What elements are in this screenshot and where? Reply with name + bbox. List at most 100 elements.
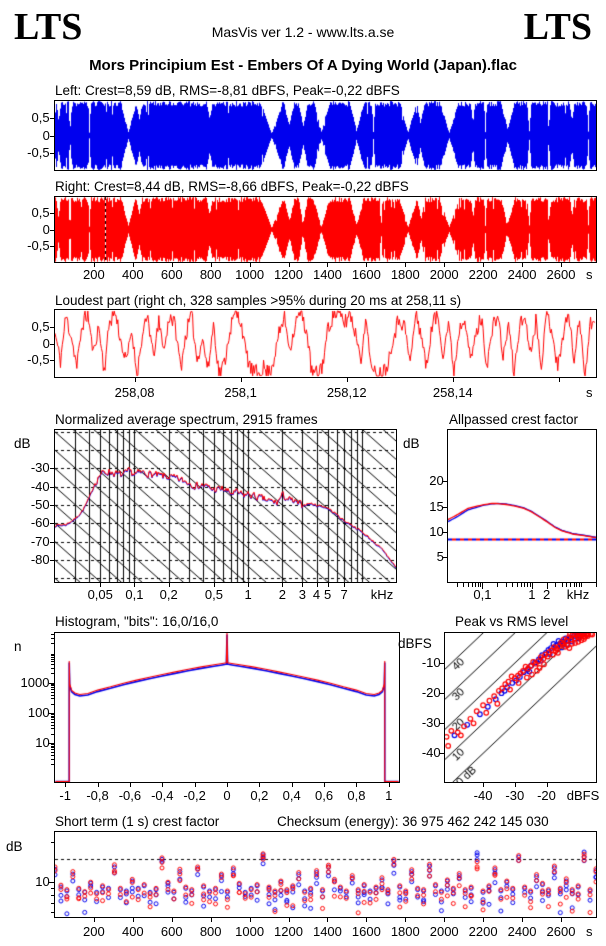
axis-tick <box>51 888 54 889</box>
axis-tick <box>405 918 406 922</box>
axis-tick <box>51 747 54 748</box>
tick-label: 0,5 <box>31 318 50 334</box>
axis-tick <box>51 728 54 729</box>
tick-label: 5 <box>323 587 332 602</box>
tick-label: 1600 <box>351 267 381 282</box>
tick-label: 800 <box>199 924 222 939</box>
axis-tick <box>547 783 548 787</box>
tick-label: 10 <box>35 874 50 890</box>
tick-label: -30 <box>30 460 50 476</box>
tick-label: 1 <box>528 587 536 602</box>
tick-label: 0,5 <box>204 587 223 602</box>
axis-tick <box>579 583 580 587</box>
tick-label: -80 <box>30 551 50 567</box>
axis-tick <box>51 714 54 715</box>
tick-label: dBFS <box>566 788 600 803</box>
axis-tick <box>50 118 54 119</box>
allpassed-crest-plot <box>447 429 597 583</box>
axis-tick <box>51 725 54 726</box>
axis-tick <box>195 783 196 787</box>
axis-tick <box>440 693 444 694</box>
axis-tick <box>444 263 445 267</box>
axis-tick <box>527 583 528 587</box>
axis-tick <box>211 918 212 922</box>
lts-logo-right: LTS <box>523 6 592 48</box>
tick-label: 600 <box>160 267 183 282</box>
axis-tick <box>566 583 567 587</box>
tick-label: -0,2 <box>183 788 206 803</box>
axis-tick <box>50 360 54 361</box>
axis-tick <box>522 918 523 922</box>
axis-tick <box>475 583 476 587</box>
axis-tick <box>356 783 357 787</box>
axis-tick <box>483 918 484 922</box>
tick-label: 200 <box>83 267 105 282</box>
axis-tick <box>51 698 54 699</box>
histogram-plot <box>54 632 400 783</box>
axis-tick <box>51 659 54 660</box>
axis-tick <box>302 583 303 587</box>
tick-label: 1400 <box>312 267 342 282</box>
tick-label: 1200 <box>274 924 303 939</box>
axis-tick <box>453 378 454 382</box>
tick-label: 1000 <box>235 924 265 939</box>
axis-tick <box>51 685 54 686</box>
tick-label: 800 <box>199 267 222 282</box>
axis-tick <box>51 746 54 747</box>
axis-tick <box>51 643 54 644</box>
peak-rms-y-unit: dBFS <box>398 636 432 651</box>
axis-tick <box>51 687 54 688</box>
tick-label: -20 <box>537 788 556 803</box>
axis-tick <box>547 583 548 589</box>
axis-tick <box>482 583 483 589</box>
axis-tick <box>581 583 582 587</box>
tick-label: 0,5 <box>31 205 50 221</box>
axis-tick <box>51 722 54 723</box>
tick-label: 258,12 <box>326 385 367 400</box>
axis-tick <box>324 783 325 787</box>
axis-tick <box>50 344 54 345</box>
tick-label: 0,1 <box>125 587 144 602</box>
tick-label: -0,6 <box>118 788 142 803</box>
axis-tick <box>443 481 447 482</box>
left-channel-stats: Left: Crest=8,59 dB, RMS=-8,81 dBFS, Pea… <box>55 83 400 98</box>
spectrum-y-unit: dB <box>14 436 31 451</box>
tick-label: 2200 <box>468 267 498 282</box>
axis-tick <box>51 912 54 913</box>
axis-tick <box>497 583 498 587</box>
axis-tick <box>51 664 54 665</box>
axis-tick <box>483 783 484 787</box>
tick-label: 2400 <box>507 267 537 282</box>
tick-label: s <box>586 267 593 282</box>
axis-tick <box>522 263 523 267</box>
axis-tick <box>248 583 249 587</box>
axis-tick <box>94 263 95 267</box>
tick-label: 1000 <box>20 674 50 690</box>
file-title: Mors Principium Est - Embers Of A Dying … <box>89 57 517 74</box>
axis-tick <box>292 783 293 787</box>
axis-tick <box>515 783 516 787</box>
tick-label: -0,4 <box>151 788 174 803</box>
tick-label: 20 <box>429 473 444 489</box>
axis-tick <box>51 719 54 720</box>
tick-label: 3 <box>298 587 306 602</box>
axis-tick <box>51 692 54 693</box>
axis-tick <box>444 918 445 922</box>
tick-label: 15 <box>429 498 444 514</box>
tick-label: 2000 <box>429 267 459 282</box>
axis-tick <box>366 918 367 922</box>
tick-label: -30 <box>421 715 441 731</box>
tick-label: 1 <box>385 788 393 803</box>
tick-label: 0 <box>223 788 231 803</box>
axis-tick <box>389 783 390 787</box>
axis-tick <box>100 583 101 587</box>
axis-tick <box>51 634 54 635</box>
histogram-y-unit: n <box>14 639 22 654</box>
axis-tick <box>50 560 54 561</box>
axis-tick <box>169 583 170 587</box>
axis-tick <box>574 583 575 587</box>
axis-tick <box>443 557 447 558</box>
axis-tick <box>51 755 54 756</box>
axis-tick <box>328 583 329 587</box>
